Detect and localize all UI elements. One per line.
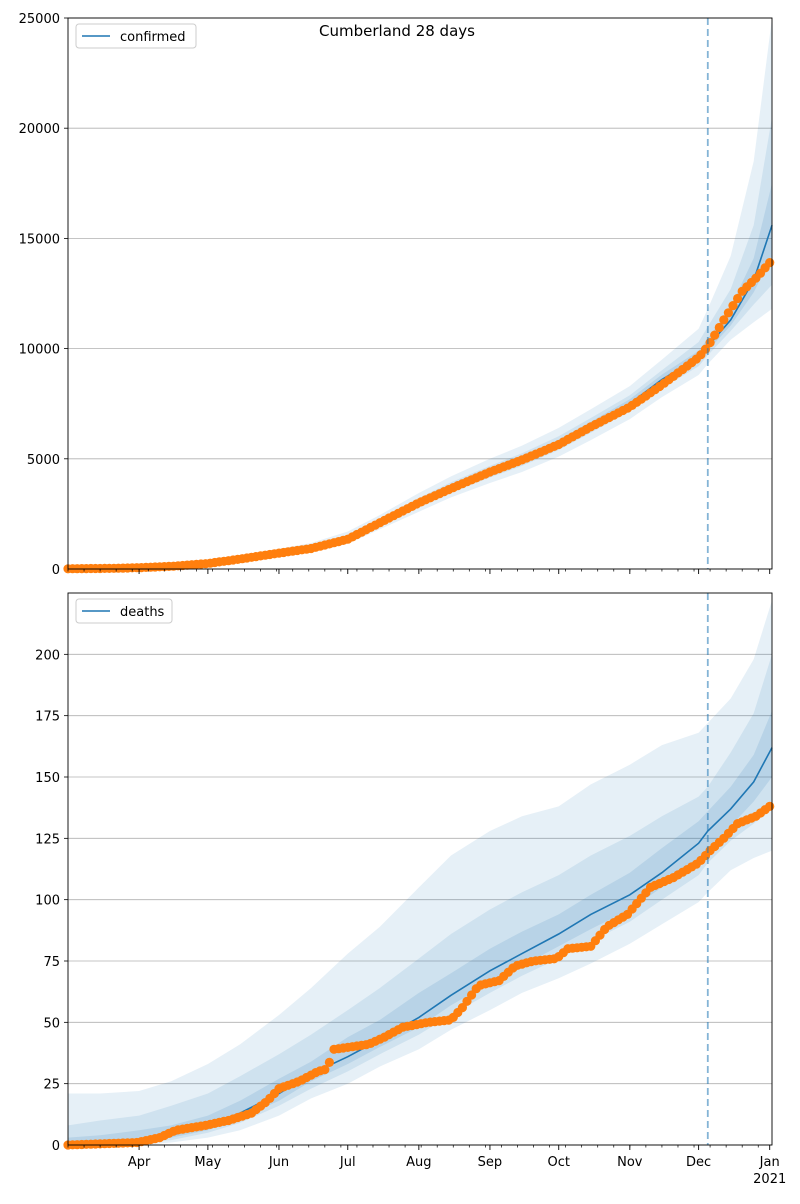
x-tick-label: Aug xyxy=(406,1155,431,1170)
legend-box xyxy=(75,598,173,624)
outer-band xyxy=(68,18,772,569)
observed-point xyxy=(733,293,743,304)
legend-label: deaths xyxy=(120,605,165,620)
y-tick-label: 0 xyxy=(52,563,60,578)
model-line xyxy=(67,224,773,570)
observed-point xyxy=(765,258,775,268)
y-tick-label: 5000 xyxy=(27,453,60,468)
figure-title: Cumberland 28 days xyxy=(319,22,475,40)
observed-point xyxy=(719,315,729,325)
axes-frame xyxy=(67,592,773,1146)
y-tick-label: 20000 xyxy=(19,122,60,137)
legend-label: confirmed xyxy=(120,30,186,45)
observed-point xyxy=(714,322,724,333)
y-tick-label: 50 xyxy=(43,1016,60,1031)
y-tick-label: 10000 xyxy=(19,343,60,358)
x-tick-label: Jul xyxy=(339,1155,356,1170)
y-tick-label: 175 xyxy=(35,710,60,725)
observed-point xyxy=(467,990,477,1000)
x-year-label: 2021 xyxy=(753,1172,786,1187)
observed-point xyxy=(728,301,738,311)
y-tick-label: 100 xyxy=(35,894,60,909)
middle-band xyxy=(68,654,772,1145)
y-tick-label: 150 xyxy=(35,771,60,786)
observed-point xyxy=(710,330,720,340)
confirmed-panel: 0 5000 10000 15000 20000 25000 confirmed xyxy=(19,12,775,578)
axes-frame xyxy=(67,17,773,570)
outer-band xyxy=(68,600,772,1145)
legend: deaths xyxy=(75,598,173,624)
observed-point xyxy=(765,801,775,812)
x-tick-label: Sep xyxy=(478,1155,503,1170)
legend: confirmed xyxy=(75,23,197,49)
observed-point xyxy=(320,1065,330,1075)
x-tick-label: Apr xyxy=(128,1155,151,1170)
y-tick-label: 200 xyxy=(35,648,60,663)
observed-point xyxy=(462,996,472,1006)
x-tick-label: Jan xyxy=(759,1155,780,1170)
y-tick-label: 75 xyxy=(43,955,60,970)
legend-box xyxy=(75,23,197,49)
x-tick-label: Nov xyxy=(617,1155,643,1170)
x-tick-label: Jun xyxy=(268,1155,289,1170)
y-tick-label: 25 xyxy=(43,1078,60,1093)
x-tick-label: Dec xyxy=(686,1155,711,1170)
observed-point xyxy=(457,1003,467,1013)
observed-point xyxy=(324,1057,334,1067)
y-tick-label: 15000 xyxy=(19,232,60,247)
x-tick-label: May xyxy=(194,1155,221,1170)
y-tick-label: 0 xyxy=(52,1139,60,1154)
y-tick-label: 25000 xyxy=(19,12,60,27)
deaths-panel: 0 25 50 75 100 125 150 175 200 Apr May Jun Jul Aug Sep… xyxy=(35,592,786,1187)
y-tick-label: 125 xyxy=(35,832,60,847)
x-tick-label: Oct xyxy=(547,1155,569,1170)
observed-point xyxy=(723,308,734,318)
